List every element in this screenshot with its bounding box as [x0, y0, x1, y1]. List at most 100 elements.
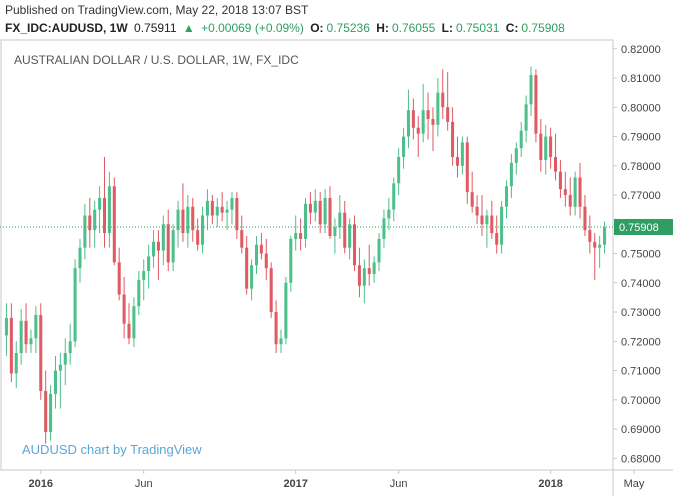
candle-body	[53, 370, 57, 394]
candle-body	[362, 268, 366, 286]
candle-down	[318, 192, 322, 234]
candle-up	[382, 209, 386, 248]
candle-down	[112, 177, 116, 266]
candle-up	[186, 195, 190, 248]
candle-body	[490, 215, 494, 234]
x-tick-label: Jun	[390, 478, 408, 490]
candle-body	[98, 197, 102, 210]
candle-body	[519, 130, 523, 149]
low-value: 0.75031	[456, 21, 500, 35]
candle-body	[44, 391, 48, 432]
candle-body	[338, 212, 342, 228]
candle-down	[166, 209, 170, 272]
candle-down	[88, 197, 92, 248]
candle-down	[416, 116, 420, 158]
candle-up	[514, 142, 518, 175]
candle-body	[39, 314, 43, 392]
symbol-label[interactable]: FX_IDC:AUDUSD, 1W	[5, 21, 128, 35]
y-tick-label: 0.82000	[621, 44, 661, 56]
candle-body	[88, 215, 92, 231]
candle-body	[303, 203, 308, 239]
candle-body	[475, 206, 479, 216]
candle-body	[328, 197, 332, 236]
candle-body	[578, 177, 582, 207]
candle-body	[348, 224, 352, 248]
candle-up	[14, 341, 18, 389]
candle-up	[519, 121, 523, 158]
candle-down	[441, 69, 445, 119]
tradingview-watermark[interactable]: AUDUSD chart by TradingView	[22, 442, 202, 457]
candle-up	[34, 306, 38, 353]
candle-up	[58, 352, 62, 409]
x-tick-label: May	[624, 478, 645, 490]
candle-down	[343, 200, 347, 254]
candle-up	[68, 323, 72, 365]
candle-body	[563, 189, 567, 196]
candle-body	[63, 352, 67, 365]
candle-down	[220, 192, 224, 222]
candle-body	[509, 162, 513, 187]
candle-down	[568, 177, 572, 216]
candle-body	[470, 192, 474, 207]
candle-up	[279, 329, 283, 353]
candle-up	[19, 309, 23, 365]
candle-body	[534, 75, 538, 134]
candle-body	[598, 244, 602, 248]
y-tick-label: 0.68000	[621, 453, 661, 465]
candle-body	[132, 306, 136, 339]
candle-body	[465, 142, 469, 193]
x-tick-label: 2016	[29, 478, 53, 490]
candle-down	[578, 162, 582, 219]
candle-body	[485, 215, 489, 225]
candle-body	[137, 279, 141, 307]
candle-body	[225, 209, 229, 213]
candle-body	[102, 197, 107, 234]
candle-down	[210, 195, 214, 225]
candle-body	[294, 233, 298, 239]
candle-down	[534, 69, 538, 143]
price-axis[interactable]: 0.68000 0.69000 0.70000 0.71000 0.72000 0.730…	[613, 44, 661, 466]
open-label: O:	[310, 21, 324, 35]
candle-body	[274, 312, 278, 345]
candle-up	[4, 303, 8, 356]
candle-down	[465, 136, 469, 204]
candle-up	[323, 189, 327, 234]
candle-up	[205, 189, 209, 231]
candle-body	[166, 224, 170, 263]
candle-body	[514, 148, 518, 163]
candle-body	[588, 230, 592, 242]
candle-down	[451, 107, 455, 166]
candle-body	[29, 338, 33, 345]
candle-up	[436, 78, 440, 137]
candle-body	[377, 238, 381, 263]
low-label: L:	[441, 21, 453, 35]
candle-body	[539, 133, 543, 160]
candle-down	[235, 192, 239, 239]
candle-down	[539, 118, 543, 172]
candle-body	[323, 197, 327, 225]
candle-body	[593, 241, 597, 248]
candle-body	[397, 157, 401, 184]
candle-body	[112, 186, 116, 263]
x-tick-label: Jun	[135, 478, 153, 490]
candle-up	[176, 200, 180, 248]
candle-down	[563, 171, 567, 207]
time-axis[interactable]: 2016 Jun 2017 Jun 2018 May	[29, 470, 645, 490]
candle-body	[156, 241, 160, 251]
candle-body	[318, 200, 322, 225]
candle-body	[58, 364, 62, 371]
candle-body	[313, 200, 317, 213]
candle-body	[14, 352, 18, 374]
close-value: 0.75908	[521, 21, 565, 35]
candle-body	[171, 230, 175, 263]
candle-body	[235, 197, 239, 231]
candle-up	[152, 230, 156, 269]
candle-body	[127, 323, 131, 339]
candle-body	[49, 393, 53, 432]
candle-down	[102, 157, 107, 248]
candle-up	[397, 148, 401, 196]
candle-body	[392, 183, 396, 210]
y-tick-label: 0.79000	[621, 132, 661, 144]
candle-body	[554, 157, 558, 172]
